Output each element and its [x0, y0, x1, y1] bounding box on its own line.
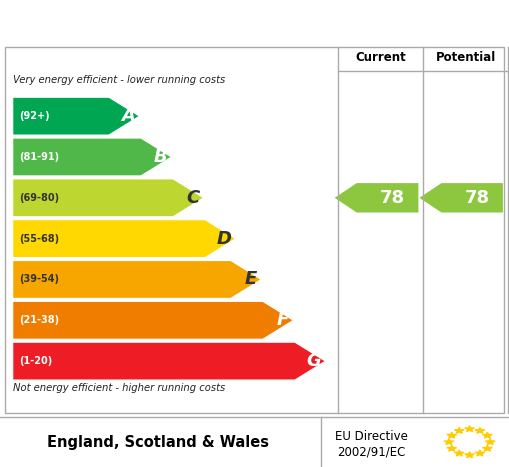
Text: (81-91): (81-91) — [19, 152, 59, 162]
Text: 78: 78 — [465, 189, 490, 207]
Text: C: C — [186, 189, 200, 207]
Polygon shape — [465, 426, 474, 432]
Text: 2002/91/EC: 2002/91/EC — [337, 446, 406, 459]
Text: Very energy efficient - lower running costs: Very energy efficient - lower running co… — [13, 75, 225, 85]
Text: (21-38): (21-38) — [19, 315, 59, 325]
Text: Potential: Potential — [436, 51, 496, 64]
Polygon shape — [465, 452, 474, 458]
Polygon shape — [13, 342, 326, 380]
Polygon shape — [447, 432, 457, 438]
Polygon shape — [475, 427, 485, 433]
Polygon shape — [447, 445, 457, 451]
Polygon shape — [483, 432, 492, 438]
Text: E: E — [245, 270, 258, 289]
Polygon shape — [13, 261, 262, 298]
Text: (69-80): (69-80) — [19, 193, 59, 203]
Text: B: B — [154, 148, 167, 166]
Polygon shape — [475, 450, 485, 456]
Polygon shape — [13, 138, 172, 176]
Polygon shape — [13, 97, 139, 135]
Polygon shape — [455, 450, 464, 456]
Text: (92+): (92+) — [19, 111, 49, 121]
Polygon shape — [485, 439, 495, 445]
Polygon shape — [483, 445, 492, 451]
Text: (39-54): (39-54) — [19, 275, 59, 284]
Text: G: G — [307, 352, 322, 370]
Polygon shape — [13, 301, 294, 339]
Polygon shape — [335, 183, 418, 212]
Text: EU Directive: EU Directive — [335, 430, 408, 443]
Text: 78: 78 — [380, 189, 405, 207]
Polygon shape — [13, 179, 204, 217]
Text: (55-68): (55-68) — [19, 234, 59, 244]
Text: Current: Current — [356, 51, 406, 64]
Text: (1-20): (1-20) — [19, 356, 52, 366]
Text: F: F — [277, 311, 290, 329]
Text: England, Scotland & Wales: England, Scotland & Wales — [47, 434, 269, 450]
Text: D: D — [217, 230, 232, 248]
Polygon shape — [455, 427, 464, 433]
Text: A: A — [122, 107, 135, 125]
Text: Energy Efficiency Rating: Energy Efficiency Rating — [15, 12, 322, 32]
Polygon shape — [419, 183, 503, 212]
Text: Not energy efficient - higher running costs: Not energy efficient - higher running co… — [13, 383, 225, 393]
Polygon shape — [13, 219, 236, 258]
Polygon shape — [444, 439, 454, 445]
